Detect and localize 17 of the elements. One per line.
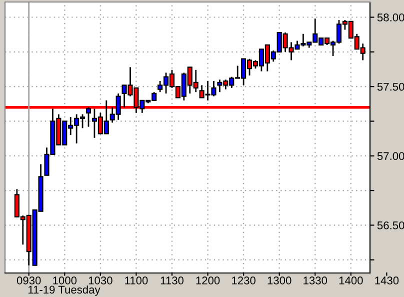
- x-tick-label: 1200: [196, 276, 220, 284]
- x-tick-label: 1400: [339, 276, 363, 284]
- x-axis-title: 11-19 Tuesday: [28, 285, 100, 296]
- y-tick-label: 58.00: [377, 14, 404, 22]
- y-tick-label: 57.00: [377, 152, 404, 160]
- x-tick-label: 1230: [232, 276, 256, 284]
- x-tick-label: 1300: [268, 276, 292, 284]
- y-tick-label: 57.50: [377, 82, 404, 91]
- x-tick-label: 1130: [160, 276, 184, 284]
- x-tick-label: 1330: [304, 276, 328, 284]
- x-tick-label: 1000: [53, 276, 77, 284]
- x-tick-label: 1430: [375, 276, 399, 284]
- x-tick-label: 1100: [125, 276, 148, 284]
- x-tick-label: 0930: [16, 276, 41, 284]
- y-tick-label: 56.50: [377, 221, 404, 230]
- candlestick: [86, 106, 92, 128]
- x-tick-label: 1030: [88, 276, 112, 284]
